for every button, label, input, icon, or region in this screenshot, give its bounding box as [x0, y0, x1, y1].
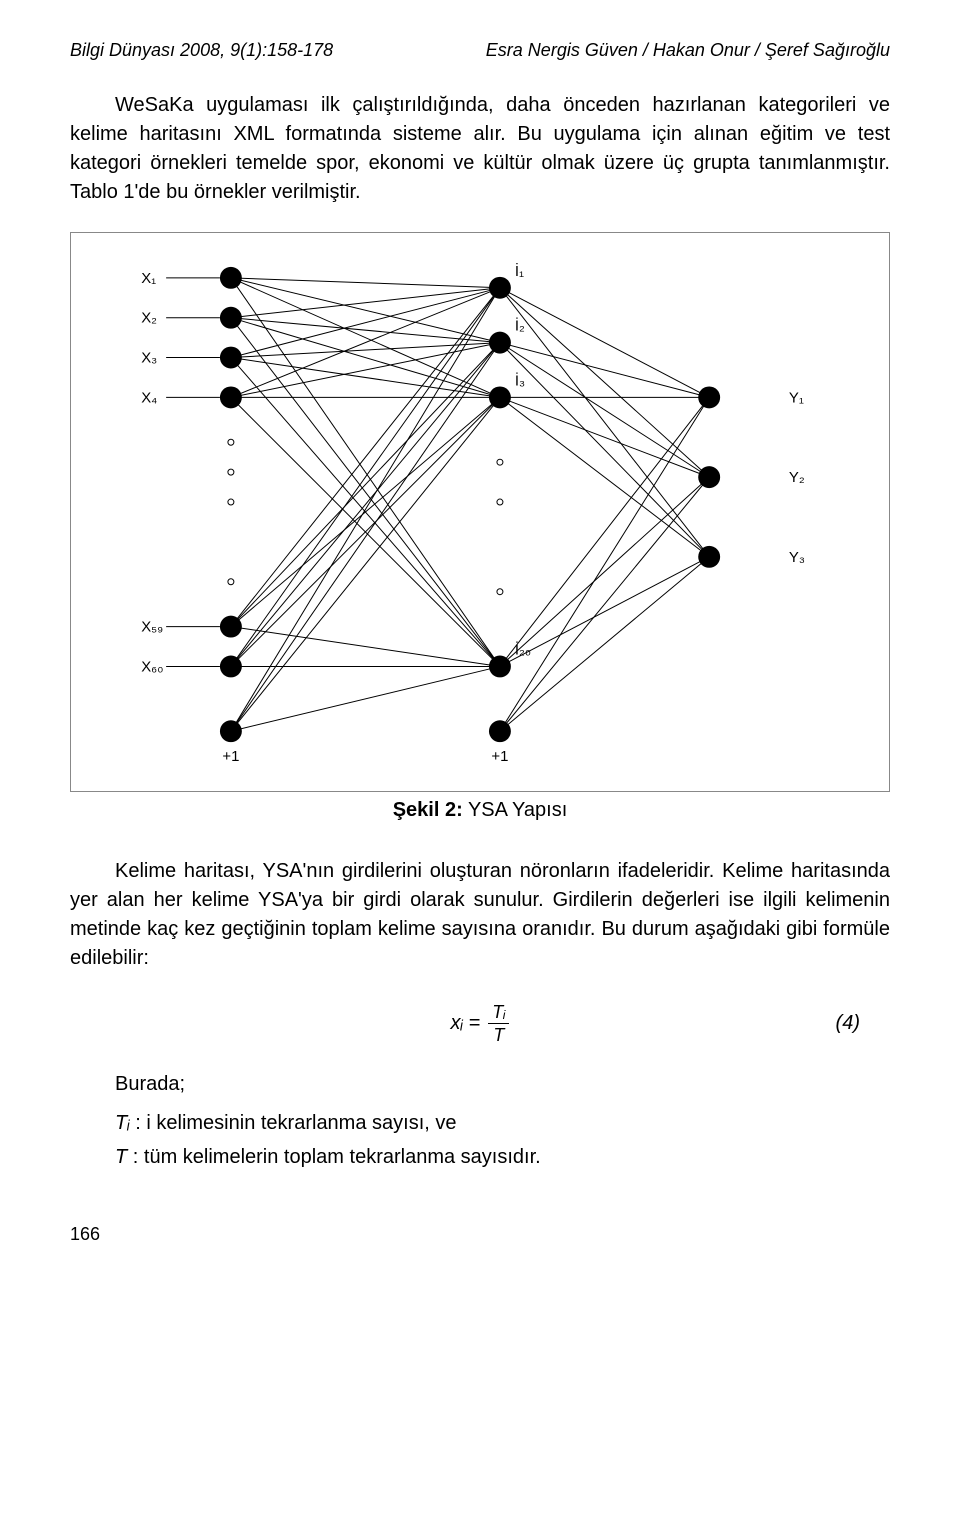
- burada-label: Burada;: [115, 1073, 890, 1096]
- def2-rest: : tüm kelimelerin toplam tekrarlanma say…: [127, 1146, 540, 1168]
- page-number: 166: [70, 1224, 890, 1245]
- paragraph-2: Kelime haritası, YSA'nın girdilerini olu…: [70, 857, 890, 973]
- svg-text:X₅₉: X₅₉: [141, 619, 163, 636]
- header-left: Bilgi Dünyası 2008, 9(1):158-178: [70, 40, 333, 61]
- header-right: Esra Nergis Güven / Hakan Onur / Şeref S…: [486, 40, 890, 61]
- svg-text:X₃: X₃: [141, 350, 157, 367]
- formula-den: T: [493, 1024, 504, 1044]
- svg-text:İ₃: İ₃: [515, 371, 525, 389]
- svg-text:İ₂: İ₂: [515, 317, 525, 335]
- def2-sym: T: [115, 1146, 127, 1168]
- svg-text:Y₂: Y₂: [789, 469, 805, 486]
- figure-network: X₁ X₂ X₃ X₄ X₅₉ X₆₀ İ₁ İ₂ İ₃ İ₂₀ Y₁ Y₂ Y₃ +1 +1: [70, 232, 890, 792]
- svg-text:+1: +1: [491, 748, 508, 765]
- svg-text:İ₁: İ₁: [515, 262, 524, 280]
- formula-body: xᵢ = Tᵢ T: [451, 1003, 510, 1044]
- caption-bold: Şekil 2:: [393, 799, 463, 821]
- network-svg: X₁ X₂ X₃ X₄ X₅₉ X₆₀ İ₁ İ₂ İ₃ İ₂₀ Y₁ Y₂ Y₃ +1 +1: [71, 233, 889, 791]
- svg-text:X₁: X₁: [141, 270, 156, 287]
- svg-text:X₄: X₄: [141, 389, 157, 406]
- formula-num: Tᵢ: [488, 1003, 509, 1024]
- svg-text:İ₂₀: İ₂₀: [515, 640, 531, 658]
- svg-text:Y₃: Y₃: [789, 549, 805, 566]
- paragraph-1: WeSaKa uygulaması ilk çalıştırıldığında,…: [70, 91, 890, 207]
- svg-text:Y₁: Y₁: [789, 389, 804, 406]
- figure-caption: Şekil 2: YSA Yapısı: [70, 799, 890, 822]
- definitions: Tᵢ : i kelimesinin tekrarlanma sayısı, v…: [70, 1106, 890, 1174]
- svg-text:X₆₀: X₆₀: [141, 658, 163, 675]
- page-header: Bilgi Dünyası 2008, 9(1):158-178 Esra Ne…: [70, 40, 890, 61]
- def1-rest: : i kelimesinin tekrarlanma sayısı, ve: [130, 1112, 457, 1134]
- caption-rest: YSA Yapısı: [463, 799, 568, 821]
- def-2: T : tüm kelimelerin toplam tekrarlanma s…: [115, 1140, 890, 1174]
- def-1: Tᵢ : i kelimesinin tekrarlanma sayısı, v…: [115, 1106, 890, 1140]
- formula-frac: Tᵢ T: [488, 1003, 509, 1044]
- svg-text:+1: +1: [222, 748, 239, 765]
- def1-sym: Tᵢ: [115, 1112, 130, 1134]
- formula: xᵢ = Tᵢ T (4): [70, 998, 890, 1048]
- formula-eqnum: (4): [836, 1012, 860, 1035]
- formula-lhs: xᵢ =: [451, 1012, 481, 1035]
- svg-text:X₂: X₂: [141, 310, 157, 327]
